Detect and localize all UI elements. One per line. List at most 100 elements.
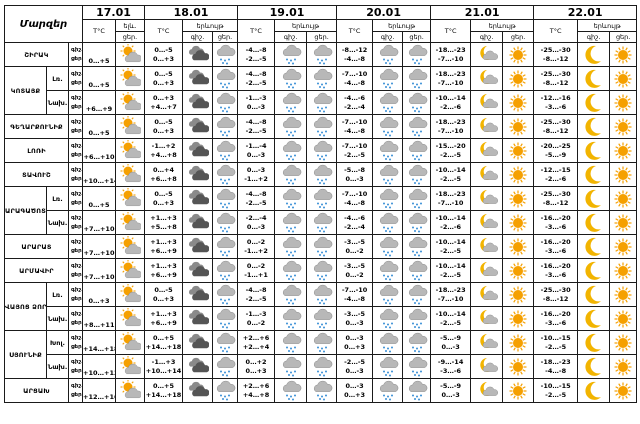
period-labels: գիշ. ցեր. xyxy=(68,210,83,235)
night-temperature: -8…-12 xyxy=(341,46,368,54)
day-temperature: -5…-9 xyxy=(545,150,567,159)
day-temperature: -2…-5 xyxy=(245,294,267,303)
temperature-range: -25…-30 -8…-12 xyxy=(533,66,579,91)
day-temperature: -3…-6 xyxy=(545,246,567,255)
table-row: ՇԻՐԱԿ գիշ. ցեր. 0…+5 0…-5 0…+3 -4…-8 -2…-5 -8…-1… xyxy=(4,42,638,67)
night-temperature: -1…-3 xyxy=(245,310,267,318)
day-temperature: +14…+18 xyxy=(145,342,182,351)
moon-cloud-icon xyxy=(470,258,504,283)
cloud-snow-icon xyxy=(306,114,338,139)
night-temperature: -2…-4 xyxy=(245,214,267,222)
table-row: ԱՐՄԱՎԻՐ գիշ. ցեր. +7…+10 +1…+3 +6…+9 0…-2 -1…+1… xyxy=(4,258,638,283)
moon-icon xyxy=(577,186,611,211)
sun-icon xyxy=(502,234,535,259)
temperature-range: -16…-20 -3…-6 xyxy=(533,210,579,235)
temperature-range: -4…-6 -2…-4 xyxy=(336,210,374,235)
temperature-range: -18…-23 -7…-10 xyxy=(430,186,472,211)
region-name: ԿՈՏԱՅՔ xyxy=(4,66,47,115)
temperature-value: +6…+9 xyxy=(82,90,116,115)
day-temperature: 0…+3 xyxy=(344,390,366,399)
temperature-range: -5…-8 0…-3 xyxy=(336,162,374,187)
table-row: Նախ. գիշ. ցեր. +7…+10 +1…+3 +5…+8 -2…-4 0…-3 -4…… xyxy=(5,210,638,235)
sun-cloud-icon xyxy=(114,234,146,259)
cloud-snow-icon xyxy=(372,90,404,115)
temperature-range: -4…-8 -2…-5 xyxy=(237,186,276,211)
night-temperature: -16…-20 xyxy=(540,310,571,318)
temperature-range: -18…-23 -7…-10 xyxy=(430,282,472,307)
daynight-header: ելև. xyxy=(114,19,146,32)
temperature-range: +1…+3 +6…+9 xyxy=(144,234,184,259)
night-temperature: -18…-23 xyxy=(435,118,466,126)
day-temperature: -3…-6 xyxy=(545,318,567,327)
table-row: ԿՈՏԱՅՔ Լռ. գիշ. ցեր. 0…+5 0…-5 0…+3 -4…-8 -2…-5-… xyxy=(4,66,638,115)
cloud-snow-icon xyxy=(402,42,432,67)
day-temperature: -1…+1 xyxy=(244,270,268,279)
cloud-snow-icon xyxy=(372,210,404,235)
sun-icon xyxy=(502,306,535,331)
night-label: գիշ. xyxy=(71,167,83,173)
day-temperature: +5…+8 xyxy=(150,222,177,231)
cloud-snow-icon xyxy=(212,66,239,91)
cloud-snow-icon xyxy=(274,378,308,403)
dark-cloud-icon xyxy=(182,330,214,355)
subregion-name: Նախ. xyxy=(46,306,69,331)
temperature-range: -18…-23 -7…-10 xyxy=(430,114,472,139)
day-temperature: -3…-6 xyxy=(545,102,567,111)
night-temperature: -4…-8 xyxy=(245,70,267,78)
day-header: ցեր. xyxy=(502,31,535,43)
day-label: ցեր. xyxy=(71,199,83,206)
sun-icon xyxy=(502,42,535,67)
day-temperature: -2…-6 xyxy=(440,102,462,111)
cloud-snow-icon xyxy=(372,114,404,139)
dark-cloud-icon xyxy=(182,66,214,91)
night-temperature: -10…-14 xyxy=(435,238,466,246)
region-name: ԼՈՌԻ xyxy=(4,138,69,163)
day-label: ցեր. xyxy=(71,79,83,86)
day-label: ցեր. xyxy=(71,295,83,302)
day-temperature: +10…+14 xyxy=(145,366,182,375)
temperature-value: +6…+10 xyxy=(82,138,116,163)
temperature-range: -4…-8 -2…-5 xyxy=(237,114,276,139)
forecast-table: Մարզեր 17.01 18.01 19.01 20.01 21.01 22.… xyxy=(4,5,638,403)
period-labels: գիշ. ցեր. xyxy=(68,306,83,331)
night-temperature: 0…+5 xyxy=(153,382,175,390)
day-label: ցեր. xyxy=(71,247,83,254)
day-temperature: 0…+3 xyxy=(153,126,175,135)
cloud-snow-icon xyxy=(274,258,308,283)
cloud-snow-icon xyxy=(402,138,432,163)
precip-header: երևույթ xyxy=(470,19,535,32)
temperature-value: 0…+5 xyxy=(82,66,116,91)
region-name: ՎԱՅՈՑ ՁՈՐ xyxy=(4,282,47,331)
sun-cloud-icon xyxy=(114,282,146,307)
night-temperature: -1…-4 xyxy=(245,142,267,150)
day-temperature: 0…-3 xyxy=(345,174,364,183)
temperature-range: -18…-23 -7…-10 xyxy=(430,66,472,91)
temperature-range: -7…-10 -4…-8 xyxy=(336,282,374,307)
day-header: ցեր. xyxy=(609,31,638,43)
temperature-range: 0…+2 0…+3 xyxy=(237,354,276,379)
night-temperature: +1…+3 xyxy=(150,238,177,246)
temperature-range: -3…-5 0…-2 xyxy=(336,258,374,283)
sun-cloud-icon xyxy=(114,90,146,115)
night-temperature: 0…+4 xyxy=(153,166,175,174)
cloud-snow-icon xyxy=(274,162,308,187)
day-temperature: -2…-5 xyxy=(245,54,267,63)
sun-icon xyxy=(609,162,638,187)
sun-cloud-icon xyxy=(114,378,146,403)
cloud-snow-icon xyxy=(306,354,338,379)
cloud-snow-icon xyxy=(402,306,432,331)
moon-cloud-icon xyxy=(470,378,504,403)
day-temperature: +6…+8 xyxy=(150,174,177,183)
sun-icon xyxy=(502,114,535,139)
night-temperature: -4…-8 xyxy=(245,286,267,294)
night-temperature: -7…-10 xyxy=(341,142,368,150)
night-temperature: -12…-15 xyxy=(540,166,571,174)
day-temperature: -4…-8 xyxy=(545,366,567,375)
cloud-snow-icon xyxy=(402,114,432,139)
dark-cloud-icon xyxy=(182,210,214,235)
cloud-snow-icon xyxy=(212,114,239,139)
day-temperature: 0…-3 xyxy=(246,222,266,231)
day-temperature: -2…-5 xyxy=(545,390,567,399)
dark-cloud-icon xyxy=(182,282,214,307)
cloud-snow-icon xyxy=(402,186,432,211)
